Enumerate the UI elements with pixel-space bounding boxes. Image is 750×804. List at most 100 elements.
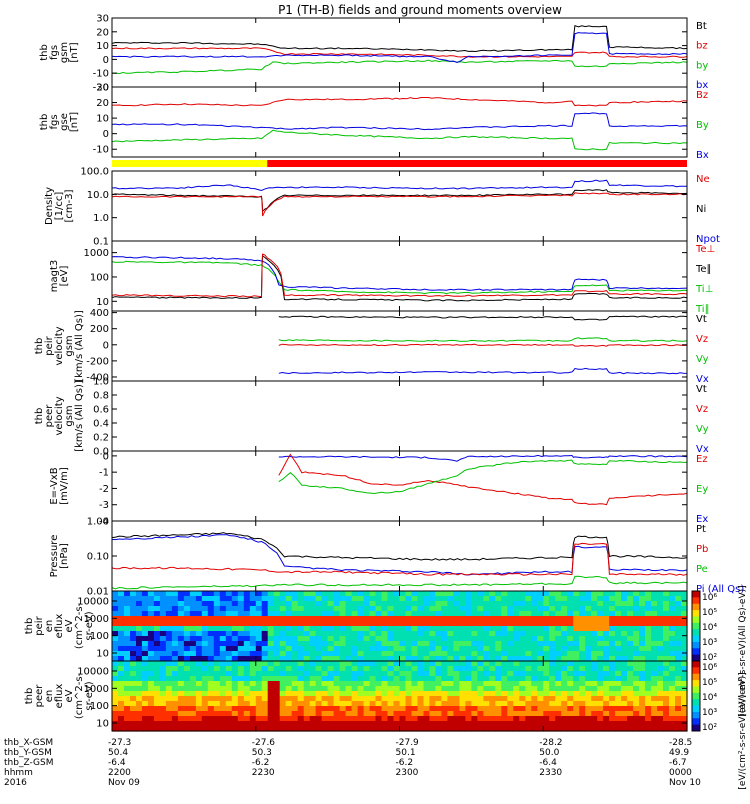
spectrogram-cell (201, 676, 209, 682)
spectrogram-cell (549, 666, 556, 672)
spectrogram-cell (567, 626, 574, 632)
y-axis-label: (cm^2-s- (74, 602, 85, 649)
spectrogram-cell (381, 726, 389, 732)
spectrogram-cell (405, 691, 413, 697)
spectrogram-cell (465, 646, 472, 652)
spectrogram-cell (483, 701, 490, 707)
spectrogram-cell (183, 621, 191, 627)
spectrogram-cell (130, 661, 137, 667)
spectrogram-cell (645, 596, 652, 602)
spectrogram-cell (483, 721, 490, 727)
spectrogram-cell (279, 691, 287, 697)
spectrogram-cell (339, 701, 347, 707)
spectrogram-cell (315, 716, 323, 722)
spectrogram-cell (177, 646, 185, 652)
spectrogram-cell (663, 601, 670, 607)
spectrogram-cell (405, 721, 413, 727)
spectrogram-cell (531, 656, 538, 662)
spectrogram-cell (130, 621, 137, 627)
spectrogram-cell (231, 686, 239, 692)
spectrogram-cell (141, 726, 149, 732)
spectrogram-cell (651, 681, 658, 687)
spectrogram-cell (675, 701, 682, 707)
spectrogram-cell (351, 661, 359, 667)
spectrogram-cell (339, 596, 347, 602)
spectrogram-cell (237, 636, 245, 642)
spectrogram-cell (369, 636, 377, 642)
spectrogram-cell (411, 671, 419, 677)
spectrogram-cell (219, 601, 227, 607)
spectrogram-cell (603, 591, 610, 597)
spectrogram-cell (591, 621, 598, 627)
spectrogram-cell (639, 691, 646, 697)
spectrogram-cell (243, 676, 251, 682)
spectrogram-cell (321, 721, 329, 727)
spectrogram-cell (405, 646, 413, 652)
spectrogram-cell (627, 636, 634, 642)
spectrogram-cell (159, 621, 167, 627)
spectrogram-cell (387, 646, 395, 652)
spectrogram-cell (579, 636, 586, 642)
legend-entry: Vz (696, 404, 708, 415)
spectrogram-cell (249, 666, 257, 672)
spectrogram-cell (639, 656, 646, 662)
spectrogram-cell (339, 631, 347, 637)
spectrogram-cell (321, 621, 329, 627)
spectrogram-cell (183, 601, 191, 607)
spectrogram-cell (651, 726, 658, 732)
spectrogram-cell (681, 726, 688, 732)
footer-y-gsm: 50.0 (539, 748, 559, 758)
spectrogram-cell (303, 711, 311, 717)
spectrogram-cell (291, 706, 299, 712)
spectrogram-cell (675, 631, 682, 637)
spectrogram-cell (357, 726, 365, 732)
spectrogram-cell (597, 681, 604, 687)
spectrogram-cell (657, 631, 664, 637)
spectrogram-cell (255, 646, 263, 652)
spectrogram-cell (633, 626, 640, 632)
spectrogram-cell (405, 636, 413, 642)
spectrogram-cell (363, 691, 371, 697)
spectrogram-cell (267, 701, 275, 707)
series-fgs_gsm-3 (111, 32, 688, 64)
spectrogram-cell (225, 596, 233, 602)
spectrogram-cell (519, 601, 526, 607)
spectrogram-cell (555, 616, 562, 622)
spectrogram-cell (651, 716, 658, 722)
spectrogram-cell (669, 686, 676, 692)
spectrogram-cell (363, 681, 371, 687)
spectrogram-cell (136, 726, 143, 732)
footer-hhmm: 2200 (108, 768, 131, 778)
spectrogram-cell (483, 616, 490, 622)
spectrogram-cell (501, 671, 508, 677)
spectrogram-cell (669, 666, 676, 672)
spectrogram-cell (297, 666, 305, 672)
spectrogram-cell (351, 711, 359, 717)
y-tick-label: 10 (96, 41, 109, 52)
spectrogram-cell (243, 611, 251, 617)
spectrogram-cell (549, 691, 556, 697)
footer-row-label: thb_Y-GSM (4, 748, 52, 758)
spectrogram-cell (447, 706, 454, 712)
spectrogram-cell (351, 611, 359, 617)
colorbar-segment (692, 667, 700, 675)
spectrogram-cell (441, 686, 448, 692)
spectrogram-cell (471, 641, 478, 647)
spectrogram-cell (351, 606, 359, 612)
spectrogram-cell (513, 676, 520, 682)
series-peir_velocity-2 (278, 343, 688, 347)
footer-x-gsm: -27.6 (252, 738, 276, 748)
spectrogram-cell (507, 701, 514, 707)
spectrogram-cell (411, 616, 419, 622)
spectrogram-cell (507, 686, 514, 692)
spectrogram-cell (153, 591, 161, 597)
y-tick-label: 30 (96, 14, 109, 25)
spectrogram-cell (285, 626, 293, 632)
spectrogram-cell (291, 646, 299, 652)
spectrogram-cell (483, 686, 490, 692)
spectrogram-cell (321, 701, 329, 707)
spectrogram-cell (171, 696, 179, 702)
spectrogram-cell (609, 706, 616, 712)
y-axis-label: sr-eV) (84, 681, 95, 710)
spectrogram-cell (669, 641, 676, 647)
